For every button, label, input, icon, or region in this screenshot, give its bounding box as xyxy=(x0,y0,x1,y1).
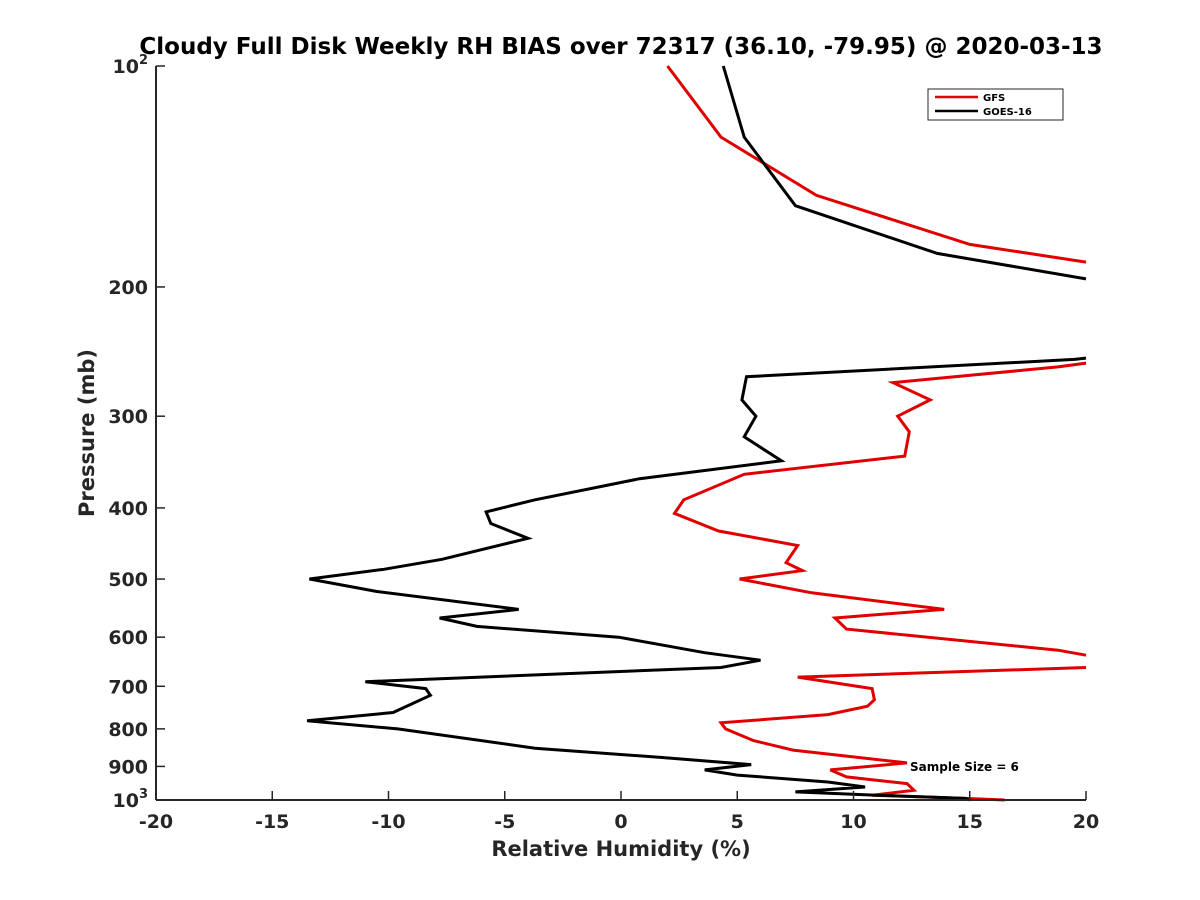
x-tick-label: 15 xyxy=(957,811,983,833)
x-axis-label: Relative Humidity (%) xyxy=(491,837,750,861)
legend-label-goes16: GOES-16 xyxy=(983,107,1032,118)
y-tick-label: 400 xyxy=(108,498,148,520)
y-tick-label: 900 xyxy=(108,756,148,778)
sample-size-annotation: Sample Size = 6 xyxy=(910,760,1019,774)
legend-box xyxy=(927,88,1064,121)
x-tick-label: -5 xyxy=(494,811,515,833)
x-tick-label: 0 xyxy=(614,811,627,833)
y-tick-label: 600 xyxy=(108,627,148,649)
x-tick-label: -10 xyxy=(371,811,405,833)
x-tick-label: 5 xyxy=(731,811,744,833)
y-axis-label: Pressure (mb) xyxy=(75,349,99,517)
chart-title: Cloudy Full Disk Weekly RH BIAS over 723… xyxy=(139,34,1102,60)
y-axis-ticks: 102 200 300 400 500 600 700 800 900 103 xyxy=(108,53,165,812)
x-tick-label: 20 xyxy=(1073,811,1099,833)
x-tick-label: -15 xyxy=(255,811,289,833)
series-line-gfs xyxy=(666,65,1087,802)
series-line-goes16 xyxy=(306,65,1087,802)
x-tick-label: 10 xyxy=(840,811,866,833)
y-tick-label: 200 xyxy=(108,277,148,299)
y-tick-label: 800 xyxy=(108,719,148,741)
x-axis-ticks: -20 -15 -10 -5 0 5 10 15 20 xyxy=(139,791,1099,833)
series-layer xyxy=(306,65,1087,802)
legend-label-gfs: GFS xyxy=(983,93,1005,104)
y-tick-label: 300 xyxy=(108,406,148,428)
x-tick-label: -20 xyxy=(139,811,173,833)
plot-area xyxy=(156,66,1086,800)
legend: GFS GOES-16 xyxy=(927,88,1064,121)
y-tick-label: 102 xyxy=(113,53,149,78)
y-tick-label: 500 xyxy=(108,569,148,591)
y-tick-label: 700 xyxy=(108,676,148,698)
y-tick-label: 103 xyxy=(113,787,149,812)
